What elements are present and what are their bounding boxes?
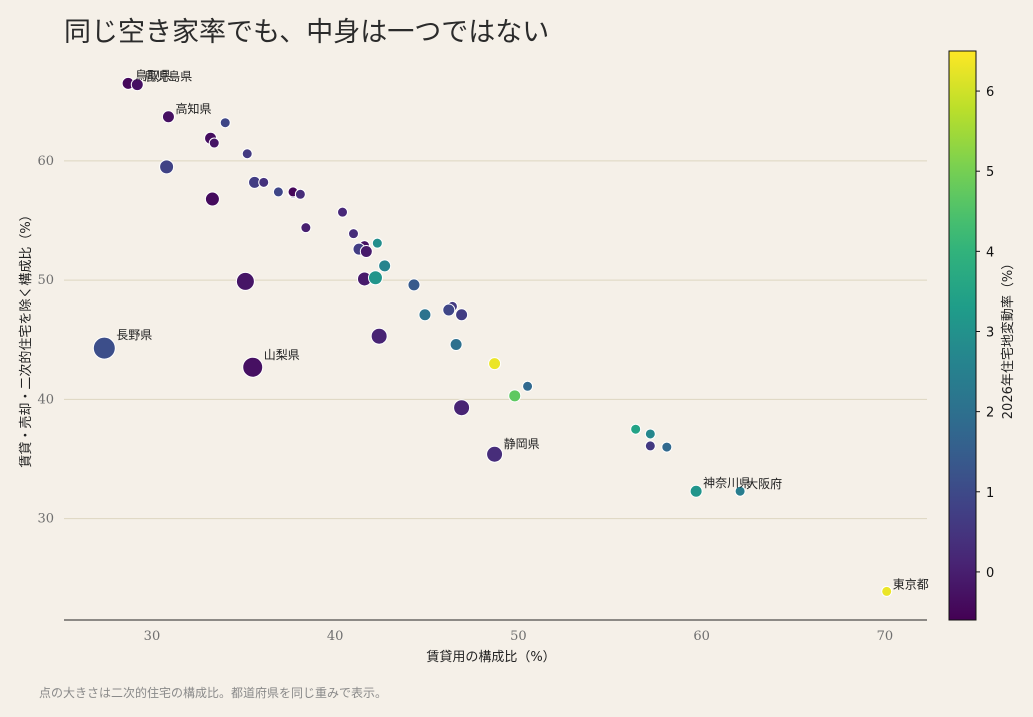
point-label: 鳥取県 [135, 67, 171, 82]
x-axis-label: 賃貸用の構成比（%） [426, 649, 555, 665]
data-point [453, 399, 471, 417]
data-point [378, 259, 392, 273]
x-tick-label: 50 [510, 629, 527, 644]
data-point [337, 206, 349, 218]
point-label: 神奈川県 [703, 476, 751, 490]
colorbar-tick-label: 3 [986, 325, 994, 340]
y-tick-label: 30 [37, 512, 54, 527]
data-point [508, 389, 522, 403]
data-point [644, 440, 656, 452]
colorbar-tick-label: 1 [986, 486, 994, 501]
data-point [258, 176, 270, 188]
y-axis: 30 40 50 60 [37, 154, 54, 527]
colorbar-label: 2026年住宅地変動率（%） [1000, 257, 1016, 419]
data-point [300, 222, 312, 234]
data-point [92, 336, 116, 360]
grid-lines [64, 160, 927, 520]
data-point [242, 356, 264, 378]
data-point [734, 485, 746, 497]
data-point [689, 484, 703, 498]
data-point [370, 327, 388, 345]
chart-caption: 点の大きさは二次的住宅の構成比。都道府県を同じ重みで表示。 [39, 685, 387, 700]
colorbar-tick-label: 5 [986, 165, 994, 180]
data-point [418, 308, 432, 322]
data-point [204, 191, 220, 207]
x-axis: 30 40 50 60 70 [64, 619, 927, 644]
x-tick-label: 60 [693, 629, 710, 644]
chart-title: 同じ空き家率でも、中身は一つではない [64, 17, 549, 48]
data-point [359, 245, 373, 259]
point-label: 大阪府 [746, 476, 782, 491]
point-label: 鹿児島県 [144, 69, 192, 84]
data-point [455, 308, 469, 322]
x-tick-label: 40 [327, 629, 344, 644]
y-tick-label: 50 [37, 273, 54, 288]
y-tick-label: 60 [37, 154, 54, 169]
colorbar-tick-label: 6 [986, 85, 994, 100]
data-point [159, 159, 175, 175]
data-point [235, 271, 255, 291]
data-point [294, 188, 306, 200]
data-points [92, 76, 893, 597]
x-tick-label: 30 [144, 629, 161, 644]
data-point [241, 148, 253, 160]
y-axis-label: 賃貸・売却・二次的住宅を除く構成比（%） [18, 208, 34, 467]
point-label: 長野県 [116, 328, 152, 342]
data-point [367, 270, 383, 286]
data-point [130, 78, 144, 92]
data-point [371, 237, 383, 249]
y-tick-label: 40 [37, 392, 54, 407]
data-point [272, 186, 284, 198]
data-point [661, 441, 673, 453]
colorbar-gradient [948, 50, 977, 621]
data-point [161, 110, 175, 124]
point-label: 静岡県 [504, 437, 540, 451]
colorbar-tick-label: 2 [986, 406, 994, 421]
colorbar: 0 1 2 3 4 5 6 [948, 50, 994, 621]
data-point [644, 428, 656, 440]
x-tick-label: 70 [877, 629, 894, 644]
data-point [630, 423, 642, 435]
point-label: 山梨県 [264, 348, 300, 362]
data-point [449, 338, 463, 352]
data-point [347, 228, 359, 240]
point-label: 東京都 [893, 577, 929, 591]
data-point [486, 445, 504, 463]
data-point [488, 357, 502, 371]
data-point [219, 117, 231, 129]
point-label: 高知県 [175, 101, 211, 116]
data-point [442, 303, 456, 317]
data-point [407, 278, 421, 292]
data-point [881, 585, 893, 597]
colorbar-tick-label: 4 [986, 245, 994, 260]
colorbar-tick-label: 0 [986, 566, 994, 581]
data-point [522, 380, 534, 392]
data-point [208, 137, 220, 149]
